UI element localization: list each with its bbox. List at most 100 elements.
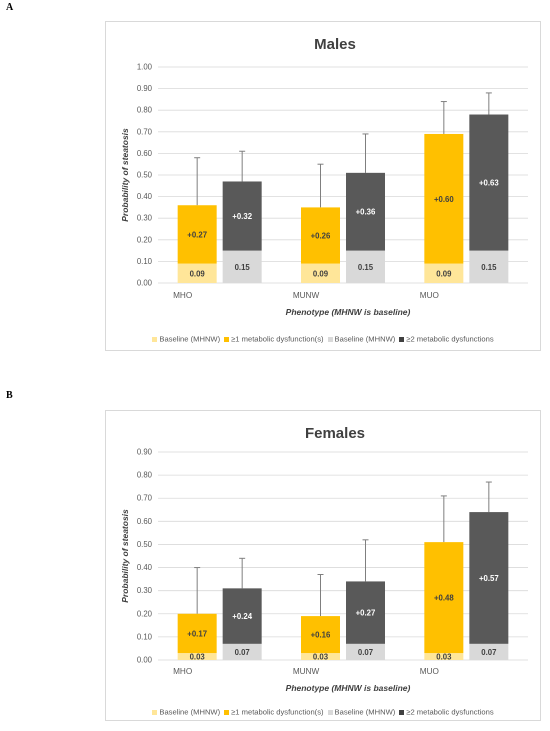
x-axis-label: Phenotype (MHNW is baseline) — [286, 307, 411, 317]
y-tick-label: 0.60 — [137, 517, 153, 526]
bar-increment-label: +0.36 — [356, 208, 376, 217]
bar-baseline-label: 0.09 — [190, 269, 206, 278]
bar-baseline-label: 0.09 — [313, 269, 329, 278]
bar-baseline — [301, 653, 340, 660]
chart-males: Males 0.00 0.10 0.20 0.30 0.40 0.50 0.60 0.70 0.8… — [105, 21, 541, 351]
chart-females: Females 0.00 0.10 0.20 0.30 0.40 0.50 0.60 0.70 0… — [105, 410, 541, 721]
legend-item: Baseline (MHNW) — [152, 334, 220, 344]
y-tick-label: 0.20 — [137, 235, 153, 244]
y-tick-label: 0.50 — [137, 171, 153, 180]
x-tick-label: MUNW — [293, 667, 320, 676]
y-tick-label: 0.20 — [137, 609, 153, 618]
legend-males: Baseline (MHNW) ≥1 metabolic dysfunction(… — [106, 334, 540, 344]
bar-increment — [222, 181, 262, 251]
y-tick-label: 0.40 — [137, 563, 153, 572]
bar-increment — [177, 613, 217, 654]
y-tick-label: 0.70 — [137, 494, 153, 503]
legend-label: Baseline (MHNW) — [334, 334, 396, 344]
y-axis-label: Probability of steatosis — [120, 128, 130, 222]
bar-increment-label: +0.16 — [311, 631, 331, 640]
y-tick-label: 0.30 — [137, 214, 153, 223]
bar-increment-label: +0.48 — [434, 594, 454, 603]
legend-label: Baseline (MHNW) — [334, 707, 396, 717]
bar-increment — [424, 542, 464, 654]
bar-increment — [346, 581, 385, 644]
bar-baseline — [469, 250, 509, 283]
x-tick-label: MUO — [420, 291, 439, 300]
bar-baseline-label: 0.09 — [436, 269, 452, 278]
bar-increment-label: +0.24 — [232, 612, 252, 621]
legend-item: ≥1 metabolic dysfunction(s) — [224, 334, 324, 344]
legend-females: Baseline (MHNW) ≥1 metabolic dysfunction(… — [106, 707, 540, 717]
legend-label: Baseline (MHNW) — [159, 707, 221, 717]
y-tick-label: 0.40 — [137, 192, 153, 201]
bar-baseline-label: 0.03 — [313, 653, 329, 662]
bar-baseline — [469, 643, 509, 660]
y-tick-label: 0.00 — [137, 279, 153, 288]
y-tick-label: 0.00 — [137, 656, 153, 665]
bar-increment-label: +0.26 — [311, 231, 331, 240]
bar-increment-label: +0.60 — [434, 195, 454, 204]
y-tick-label: 0.10 — [137, 257, 153, 266]
bar-baseline-label: 0.15 — [481, 263, 497, 272]
bar-increment-label: +0.32 — [232, 212, 252, 221]
bar-baseline — [177, 653, 217, 660]
y-tick-label: 0.80 — [137, 106, 153, 115]
bar-baseline-label: 0.15 — [358, 263, 374, 272]
legend-swatch — [224, 336, 230, 342]
bar-increment-label: +0.63 — [479, 179, 499, 188]
x-tick-label: MUO — [420, 667, 439, 676]
bar-baseline — [177, 263, 217, 283]
legend-item: ≥2 metabolic dysfunctions — [399, 707, 494, 717]
bar-baseline — [424, 653, 464, 660]
legend-swatch — [152, 336, 158, 342]
bar-baseline-label: 0.07 — [235, 648, 250, 657]
legend-swatch — [327, 709, 333, 715]
chart-males-svg: Males 0.00 0.10 0.20 0.30 0.40 0.50 0.60 0.70 0.8… — [120, 36, 528, 317]
bar-baseline — [346, 643, 385, 660]
y-tick-label: 0.70 — [137, 127, 153, 136]
y-tick-label: 1.00 — [137, 63, 153, 72]
panel-letter-a: A — [6, 2, 14, 13]
bar-increment-label: +0.17 — [187, 629, 207, 638]
legend-swatch — [399, 709, 405, 715]
y-tick-label: 0.30 — [137, 586, 153, 595]
legend-swatch — [399, 336, 405, 342]
bar-baseline — [424, 263, 464, 283]
legend-item: Baseline (MHNW) — [327, 707, 396, 717]
chart-title: Males — [314, 36, 356, 53]
bar-increment — [469, 512, 509, 644]
bar-increment — [469, 114, 509, 251]
chart-females-svg: Females 0.00 0.10 0.20 0.30 0.40 0.50 0.60 0.70 0… — [120, 425, 528, 693]
bar-increment-label: +0.57 — [479, 574, 499, 583]
legend-label: Baseline (MHNW) — [159, 334, 221, 344]
legend-item: ≥2 metabolic dysfunctions — [399, 334, 494, 344]
legend-swatch — [224, 709, 230, 715]
bar-baseline-label: 0.07 — [481, 648, 496, 657]
legend-item: Baseline (MHNW) — [327, 334, 396, 344]
y-tick-label: 0.50 — [137, 540, 153, 549]
bar-baseline — [222, 643, 262, 660]
bar-increment-label: +0.27 — [187, 230, 207, 239]
bar-baseline-label: 0.03 — [190, 653, 206, 662]
bar-increment-label: +0.27 — [356, 609, 376, 618]
y-tick-label: 0.80 — [137, 471, 153, 480]
bar-baseline — [222, 250, 262, 283]
x-tick-label: MHO — [173, 291, 192, 300]
bar-baseline — [346, 250, 385, 283]
legend-swatch — [152, 709, 158, 715]
y-tick-label: 0.60 — [137, 149, 153, 158]
legend-item: Baseline (MHNW) — [152, 707, 220, 717]
legend-label: ≥1 metabolic dysfunction(s) — [231, 707, 324, 717]
legend-label: ≥1 metabolic dysfunction(s) — [231, 334, 324, 344]
x-tick-label: MUNW — [293, 291, 320, 300]
x-axis-label: Phenotype (MHNW is baseline) — [286, 683, 411, 693]
bar-baseline-label: 0.15 — [235, 263, 251, 272]
legend-item: ≥1 metabolic dysfunction(s) — [224, 707, 324, 717]
bar-baseline-label: 0.07 — [358, 648, 373, 657]
y-tick-label: 0.10 — [137, 632, 153, 641]
bar-increment — [222, 588, 262, 644]
panel-letter-b: B — [6, 390, 13, 401]
legend-swatch — [327, 336, 333, 342]
y-tick-label: 0.90 — [137, 448, 153, 457]
